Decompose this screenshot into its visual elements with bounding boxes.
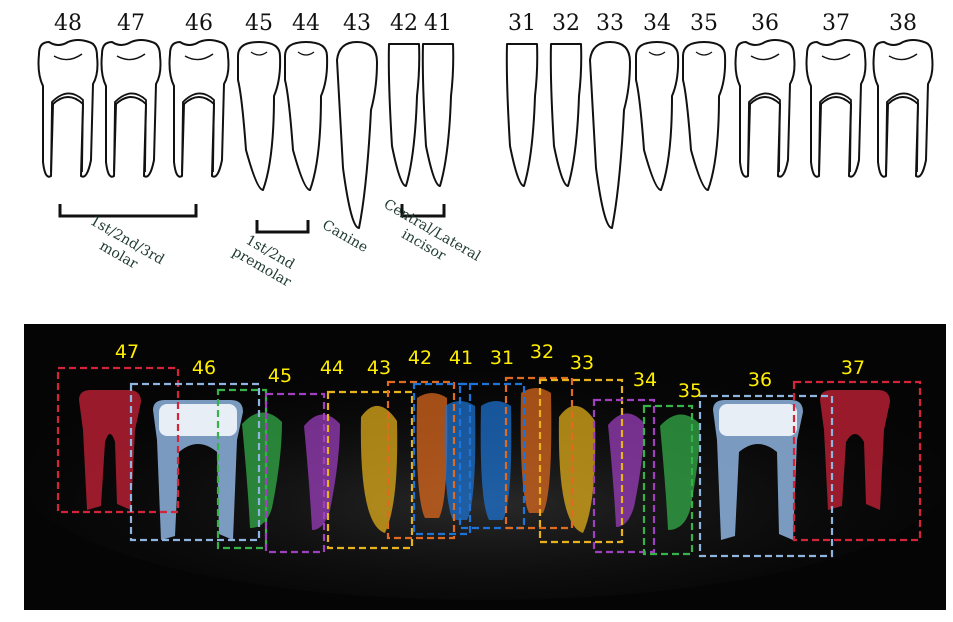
tooth-number-label: 31 bbox=[508, 11, 536, 36]
xray-number-label: 42 bbox=[408, 347, 432, 369]
xray-number-label: 31 bbox=[490, 347, 514, 369]
xray-number-label: 47 bbox=[115, 341, 139, 363]
tooth-number-label: 44 bbox=[292, 11, 320, 36]
bbox-tooth-34 bbox=[592, 398, 656, 554]
tooth-number-label: 32 bbox=[552, 11, 580, 36]
incisor-group-label: Central/Lateralincisor bbox=[372, 196, 483, 279]
xray-tooth-31 bbox=[480, 401, 512, 520]
xray-tooth-33 bbox=[558, 405, 596, 533]
tooth-number-label: 46 bbox=[185, 11, 213, 36]
xray-tooth-42 bbox=[416, 393, 448, 518]
bbox-tooth-44 bbox=[264, 392, 326, 554]
xray-number-label: 32 bbox=[530, 341, 554, 363]
xray-tooth-32 bbox=[520, 388, 552, 513]
tooth-number-label: 43 bbox=[343, 11, 371, 36]
tooth-number-label: 42 bbox=[390, 11, 418, 36]
bbox-tooth-46 bbox=[129, 382, 261, 542]
bbox-tooth-47 bbox=[56, 366, 180, 514]
tooth-number-label: 37 bbox=[822, 11, 850, 36]
tooth-31 bbox=[505, 43, 539, 187]
premolar-group-label: 1st/2ndpremolar bbox=[229, 229, 302, 290]
bbox-tooth-33 bbox=[538, 378, 624, 544]
bbox-tooth-32 bbox=[504, 376, 574, 530]
xray-tooth-34 bbox=[608, 413, 644, 527]
tooth-number-label: 48 bbox=[54, 11, 82, 36]
xray-number-label: 37 bbox=[841, 357, 865, 379]
xray-number-label: 44 bbox=[320, 357, 344, 379]
tooth-46 bbox=[168, 39, 230, 178]
crown-highlight bbox=[159, 404, 237, 436]
bbox-tooth-42 bbox=[386, 380, 456, 540]
bbox-tooth-37 bbox=[792, 380, 922, 542]
xray-tooth-41 bbox=[444, 401, 476, 520]
tooth-35 bbox=[682, 41, 727, 191]
xray-number-label: 46 bbox=[192, 357, 216, 379]
tooth-44 bbox=[284, 41, 329, 191]
tooth-number-label: 45 bbox=[245, 11, 273, 36]
xray-tooth-35 bbox=[660, 414, 700, 530]
premolar-bracket bbox=[255, 220, 310, 234]
xray-panel: 47 46 45 44 43 42 41 31 32 33 34 35 36 37 bbox=[24, 324, 946, 610]
bbox-tooth-43 bbox=[326, 390, 414, 550]
molar-bracket bbox=[58, 204, 198, 218]
tooth-number-label: 36 bbox=[751, 11, 779, 36]
crown-highlight bbox=[719, 404, 797, 436]
molar-group-label: 1st/2nd/3rdmolar bbox=[79, 213, 167, 283]
tooth-number-label: 38 bbox=[889, 11, 917, 36]
bbox-tooth-36 bbox=[698, 394, 834, 558]
tooth-37 bbox=[805, 39, 867, 178]
tooth-34 bbox=[635, 41, 680, 191]
xray-tooth-37 bbox=[820, 390, 890, 510]
xray-number-label: 34 bbox=[633, 369, 657, 391]
tooth-38 bbox=[872, 39, 934, 178]
xray-number-label: 41 bbox=[449, 347, 473, 369]
tooth-45 bbox=[237, 41, 282, 191]
xray-number-label: 36 bbox=[748, 369, 772, 391]
tooth-48 bbox=[37, 39, 99, 178]
xray-tooth-44 bbox=[304, 414, 340, 530]
tooth-number-label: 47 bbox=[117, 11, 145, 36]
tooth-43 bbox=[336, 41, 378, 229]
xray-number-label: 33 bbox=[570, 352, 594, 374]
xray-number-label: 43 bbox=[367, 357, 391, 379]
xray-tooth-47 bbox=[79, 390, 141, 510]
tooth-32 bbox=[549, 43, 583, 187]
tooth-36 bbox=[734, 39, 796, 178]
tooth-number-label: 34 bbox=[643, 11, 671, 36]
tooth-47 bbox=[100, 39, 162, 178]
xray-number-label: 35 bbox=[678, 380, 702, 402]
bbox-tooth-31 bbox=[458, 382, 526, 530]
tooth-schematic: 48 47 46 45 44 43 42 41 31 32 33 34 35 36 37 38 1st/2nd/… bbox=[37, 11, 934, 291]
tooth-number-label: 33 bbox=[596, 11, 624, 36]
canine-group-label: Canine bbox=[319, 217, 370, 256]
bbox-tooth-35 bbox=[642, 404, 694, 556]
tooth-33 bbox=[589, 41, 631, 229]
tooth-41 bbox=[421, 43, 455, 187]
xray-tooth-45 bbox=[242, 412, 282, 528]
tooth-42 bbox=[387, 43, 421, 187]
bbox-tooth-41 bbox=[412, 382, 472, 536]
tooth-number-label: 41 bbox=[424, 11, 452, 36]
incisor-bracket bbox=[400, 204, 446, 218]
xray-number-label: 45 bbox=[268, 365, 292, 387]
tooth-number-label: 35 bbox=[690, 11, 718, 36]
